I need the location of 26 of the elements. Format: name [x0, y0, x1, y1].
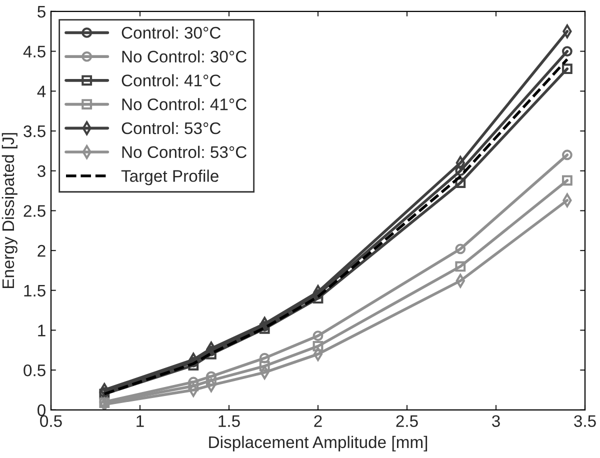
y-tick-label: 0.5	[24, 364, 46, 376]
y-tick-label: 2.5	[24, 205, 46, 217]
y-tick-label: 1	[38, 324, 46, 336]
legend-label: No Control: 30°C	[122, 50, 247, 63]
x-axis-title: Displacement Amplitude [mm]	[209, 436, 428, 452]
x-tick-label: 1	[136, 415, 144, 427]
y-tick-label: 3	[38, 165, 46, 178]
y-tick-label: 3.5	[24, 125, 46, 138]
y-tick-label: 4	[37, 86, 46, 98]
y-tick-label: 5	[38, 6, 46, 18]
y-tick-label: 0	[38, 404, 46, 416]
y-tick-label: 2	[38, 244, 46, 257]
legend-label: Control: 41°C	[122, 74, 221, 86]
legend-label: Control: 30°C	[122, 26, 221, 39]
x-tick-label: 1.5	[218, 415, 240, 428]
y-tick-label: 1.5	[24, 284, 46, 297]
x-tick-label: 2.5	[396, 415, 418, 428]
y-axis-title: Energy Dissipated [J]	[2, 133, 18, 288]
x-tick-label: 3.5	[574, 415, 596, 428]
legend-label: Target Profile	[121, 170, 218, 186]
x-tick-label: 3	[492, 415, 500, 428]
legend-label: No Control: 53°C	[122, 146, 247, 158]
legend-label: Control: 53°C	[122, 122, 221, 134]
x-tick-label: 2	[314, 415, 322, 427]
y-tick-label: 4.5	[23, 46, 46, 58]
legend-label: No Control: 41°C	[122, 98, 247, 110]
